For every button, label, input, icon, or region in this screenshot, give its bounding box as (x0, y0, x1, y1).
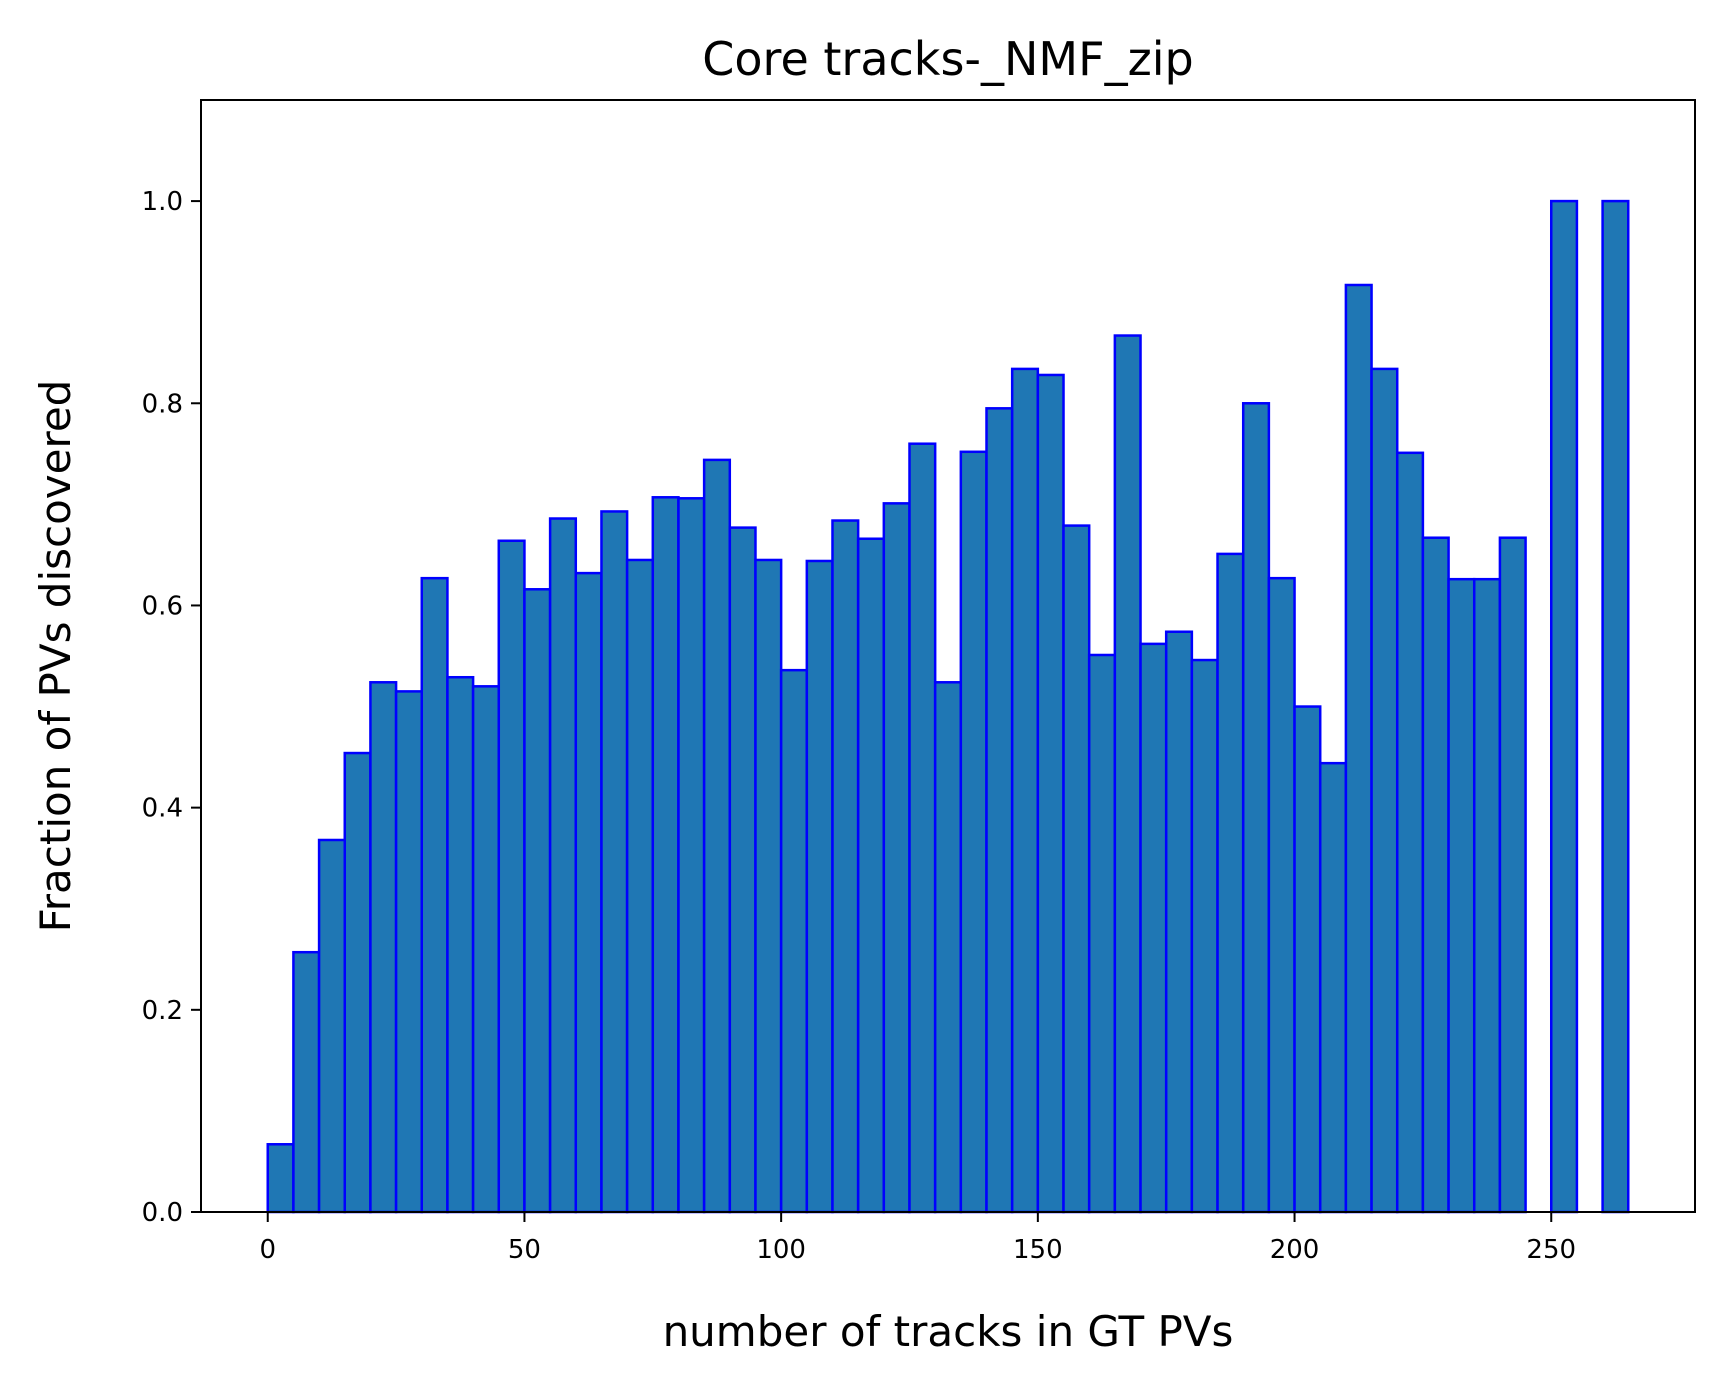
histogram-bar (1421, 536, 1450, 1214)
plot-area-frame (200, 99, 1696, 1213)
histogram-bar (677, 497, 706, 1214)
histogram-bar (959, 450, 988, 1214)
histogram-bar (651, 496, 680, 1214)
histogram-bar (497, 539, 526, 1214)
y-tick-label: 0.6 (142, 591, 183, 621)
histogram-bar (394, 690, 424, 1214)
histogram-bar (779, 668, 809, 1214)
histogram-bar (908, 442, 937, 1214)
histogram-bar (446, 675, 475, 1214)
x-tick-label: 200 (1270, 1235, 1320, 1265)
histogram-bar (1293, 705, 1322, 1214)
histogram-bar (805, 559, 834, 1214)
histogram-bar (831, 519, 860, 1214)
histogram-bar (1395, 451, 1425, 1214)
histogram-bar (1370, 367, 1399, 1214)
histogram-bar (1601, 199, 1630, 1214)
histogram-bar (882, 502, 911, 1214)
histogram-bar (1498, 536, 1527, 1214)
histogram-bar (1164, 630, 1194, 1214)
histogram-bar (471, 685, 501, 1214)
histogram-bar (1216, 552, 1245, 1214)
histogram-bar (548, 517, 578, 1214)
histogram-bar (1062, 524, 1091, 1214)
x-tick-label: 150 (1013, 1235, 1063, 1265)
histogram-bar (1087, 653, 1117, 1214)
y-axis-label: Fraction of PVs discovered (31, 380, 80, 933)
x-tick-label: 0 (259, 1235, 276, 1265)
histogram-bar (1036, 373, 1065, 1214)
histogram-bar (1549, 199, 1579, 1214)
histogram-bar (985, 407, 1014, 1214)
histogram-bar (1344, 283, 1373, 1214)
histogram-bar (754, 558, 783, 1214)
x-axis-label: number of tracks in GT PVs (663, 1307, 1234, 1356)
histogram-bar (523, 588, 552, 1214)
y-tick-label: 0.8 (142, 389, 183, 419)
histogram-bar (1318, 761, 1348, 1214)
histogram-bar (343, 751, 372, 1214)
x-tick-label: 100 (756, 1235, 806, 1265)
histogram-bar (420, 576, 449, 1214)
histogram-bar (317, 838, 347, 1214)
histogram-bar (266, 1143, 295, 1214)
y-tick-label: 0.2 (142, 996, 183, 1026)
histogram-bar (600, 510, 629, 1214)
x-tick-label: 250 (1526, 1235, 1576, 1265)
histogram-bar (625, 558, 655, 1214)
histogram-bar (1010, 367, 1040, 1214)
histogram-bar (1472, 577, 1502, 1214)
histogram-bar (1190, 658, 1219, 1214)
y-axis-ticks: 0.0 0.2 0.4 0.6 0.8 1.0 (142, 187, 201, 1228)
histogram-bar (728, 526, 757, 1214)
histogram-bar (292, 950, 321, 1214)
y-tick-label: 1.0 (142, 187, 183, 217)
x-axis-ticks: 0 50 100 150 200 250 (259, 1212, 1576, 1265)
bars-group (266, 199, 1630, 1214)
histogram-bar (933, 681, 963, 1214)
histogram-bar (1267, 576, 1296, 1214)
histogram-bar (702, 458, 732, 1214)
histogram-bar (856, 537, 886, 1214)
y-tick-label: 0.0 (142, 1198, 183, 1228)
y-tick-label: 0.4 (142, 794, 183, 824)
chart-title: Core tracks-_NMF_zip (702, 32, 1193, 86)
histogram-bar (1241, 402, 1271, 1214)
x-tick-label: 50 (508, 1235, 541, 1265)
histogram-bar (369, 681, 398, 1214)
histogram-bar (1139, 642, 1168, 1214)
histogram-bar (1113, 334, 1142, 1214)
histogram-bar (1447, 577, 1476, 1214)
histogram-bar (574, 571, 603, 1214)
